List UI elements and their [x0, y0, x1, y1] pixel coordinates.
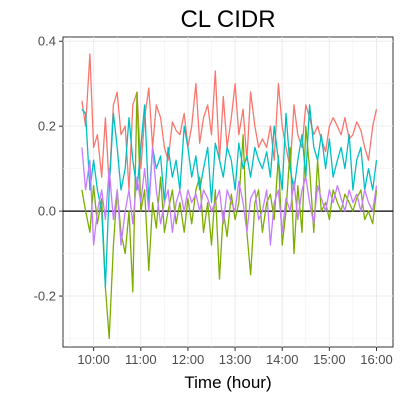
x-tick-label: 16:00 [360, 352, 393, 367]
y-axis: -0.2 0.0 0.2 0.4 [34, 34, 63, 304]
x-tick-label: 12:00 [172, 352, 205, 367]
series-line-4 [81, 146, 378, 246]
series-line-1 [81, 53, 378, 191]
plot-area [62, 36, 394, 348]
series-layer [81, 53, 378, 340]
x-tick-label: 14:00 [266, 352, 299, 367]
y-tick-label: 0.4 [38, 34, 56, 49]
x-tick-label: 10:00 [77, 352, 110, 367]
x-tick-label: 15:00 [313, 352, 346, 367]
grid-layer [63, 37, 393, 347]
x-tick-label: 13:00 [219, 352, 252, 367]
y-tick-label: 0.0 [38, 204, 56, 219]
y-tick-label: 0.2 [38, 119, 56, 134]
x-axis-title: Time (hour) [184, 373, 271, 392]
y-tick-label: -0.2 [34, 289, 56, 304]
chart-title: CL CIDR [180, 6, 275, 33]
series-line-3 [81, 104, 378, 289]
series-line-2 [81, 91, 378, 340]
x-tick-label: 11:00 [125, 352, 157, 367]
x-axis: 10:00 11:00 12:00 13:00 14:00 15:00 16:00 [77, 347, 393, 367]
